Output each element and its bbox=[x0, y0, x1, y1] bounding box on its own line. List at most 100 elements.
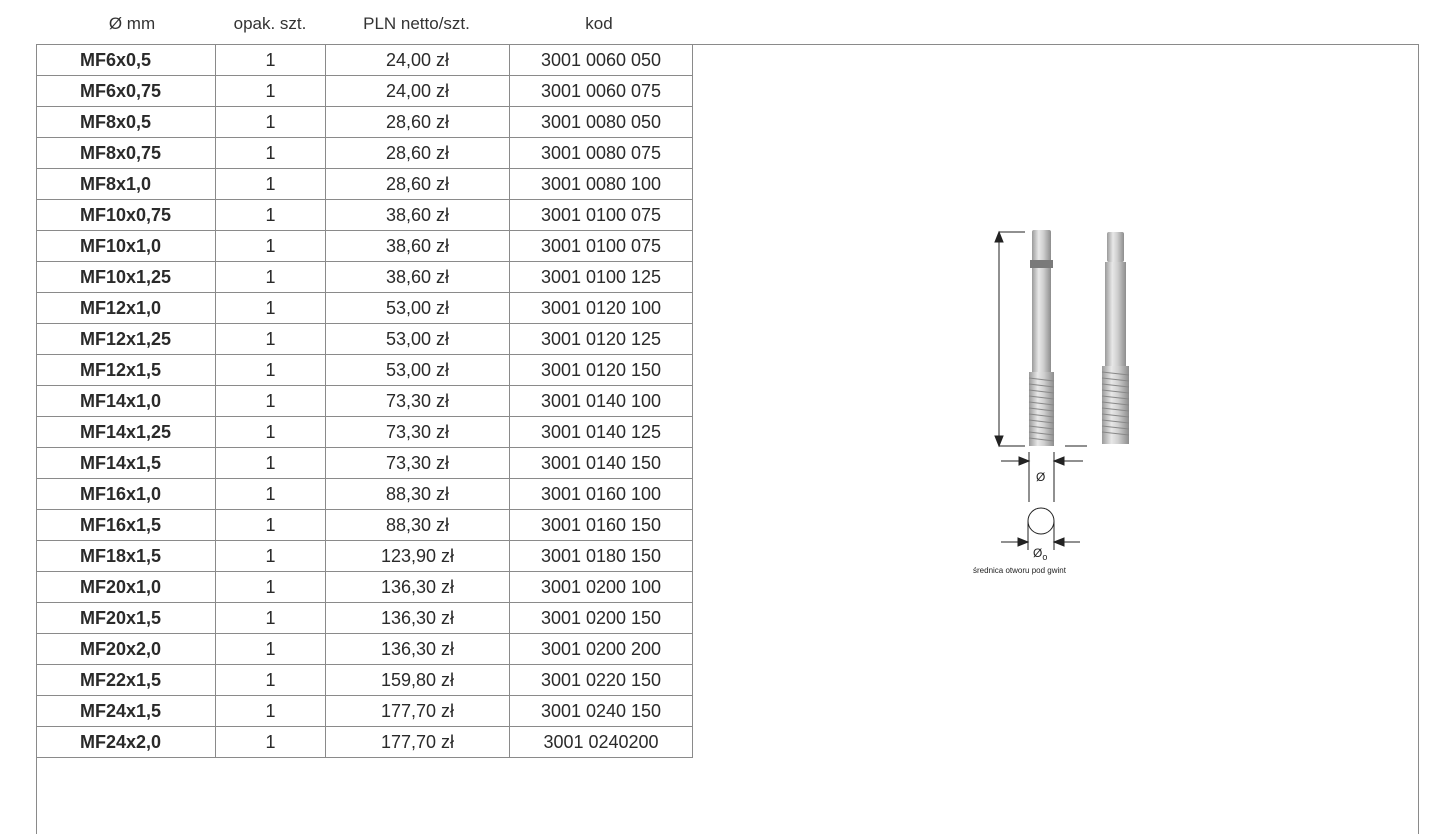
table-row: MF12x1,0 1 53,00 zł 3001 0120 100 bbox=[36, 292, 693, 324]
tap-image-1 bbox=[1028, 230, 1055, 446]
pack-cell: 1 bbox=[215, 106, 326, 138]
price-cell: 177,70 zł bbox=[325, 695, 510, 727]
price-cell: 38,60 zł bbox=[325, 199, 510, 231]
code-cell: 3001 0100 125 bbox=[509, 261, 693, 293]
price-cell: 136,30 zł bbox=[325, 571, 510, 603]
size-cell: MF20x1,0 bbox=[36, 571, 216, 603]
table-row: MF20x2,0 1 136,30 zł 3001 0200 200 bbox=[36, 633, 693, 665]
code-cell: 3001 0160 100 bbox=[509, 478, 693, 510]
size-cell: MF6x0,75 bbox=[36, 75, 216, 107]
code-cell: 3001 0100 075 bbox=[509, 199, 693, 231]
code-cell: 3001 0060 050 bbox=[509, 44, 693, 76]
price-cell: 28,60 zł bbox=[325, 106, 510, 138]
pack-cell: 1 bbox=[215, 385, 326, 417]
hole-label: Øo bbox=[1033, 546, 1047, 562]
price-cell: 73,30 zł bbox=[325, 447, 510, 479]
table-row: MF8x0,5 1 28,60 zł 3001 0080 050 bbox=[36, 106, 693, 138]
table-row: MF12x1,25 1 53,00 zł 3001 0120 125 bbox=[36, 323, 693, 355]
table-row: MF20x1,5 1 136,30 zł 3001 0200 150 bbox=[36, 602, 693, 634]
table-row: MF8x0,75 1 28,60 zł 3001 0080 075 bbox=[36, 137, 693, 169]
header-pack: opak. szt. bbox=[233, 14, 307, 33]
pack-cell: 1 bbox=[215, 540, 326, 572]
pack-cell: 1 bbox=[215, 602, 326, 634]
size-cell: MF6x0,5 bbox=[36, 44, 216, 76]
size-cell: MF12x1,25 bbox=[36, 323, 216, 355]
price-cell: 88,30 zł bbox=[325, 478, 510, 510]
table-row: MF24x2,0 1 177,70 zł 3001 0240200 bbox=[36, 726, 693, 758]
size-cell: MF12x1,5 bbox=[36, 354, 216, 386]
pack-cell: 1 bbox=[215, 199, 326, 231]
diameter-label: Ø bbox=[1036, 470, 1045, 484]
pack-cell: 1 bbox=[215, 75, 326, 107]
figure-caption: średnica otworu pod gwint bbox=[973, 566, 1066, 575]
code-cell: 3001 0080 050 bbox=[509, 106, 693, 138]
size-cell: MF10x0,75 bbox=[36, 199, 216, 231]
pack-cell: 1 bbox=[215, 416, 326, 448]
code-cell: 3001 0140 150 bbox=[509, 447, 693, 479]
pack-cell: 1 bbox=[215, 323, 326, 355]
size-cell: MF8x0,5 bbox=[36, 106, 216, 138]
pack-cell: 1 bbox=[215, 44, 326, 76]
price-cell: 177,70 zł bbox=[325, 726, 510, 758]
code-cell: 3001 0200 200 bbox=[509, 633, 693, 665]
price-cell: 24,00 zł bbox=[325, 44, 510, 76]
header-diameter: Ø mm bbox=[108, 14, 156, 33]
size-cell: MF24x1,5 bbox=[36, 695, 216, 727]
code-cell: 3001 0120 150 bbox=[509, 354, 693, 386]
pack-cell: 1 bbox=[215, 230, 326, 262]
table-row: MF14x1,5 1 73,30 zł 3001 0140 150 bbox=[36, 447, 693, 479]
pack-cell: 1 bbox=[215, 478, 326, 510]
diameter-dimension bbox=[1001, 452, 1083, 502]
code-cell: 3001 0240200 bbox=[509, 726, 693, 758]
table-row: MF10x1,25 1 38,60 zł 3001 0100 125 bbox=[36, 261, 693, 293]
table-row: MF12x1,5 1 53,00 zł 3001 0120 150 bbox=[36, 354, 693, 386]
pack-cell: 1 bbox=[215, 354, 326, 386]
code-cell: 3001 0140 125 bbox=[509, 416, 693, 448]
header-code: kod bbox=[585, 14, 613, 33]
price-cell: 136,30 zł bbox=[325, 633, 510, 665]
code-cell: 3001 0080 075 bbox=[509, 137, 693, 169]
pack-cell: 1 bbox=[215, 695, 326, 727]
size-cell: MF22x1,5 bbox=[36, 664, 216, 696]
code-cell: 3001 0080 100 bbox=[509, 168, 693, 200]
hole-dimension bbox=[1001, 507, 1080, 550]
table-row: MF20x1,0 1 136,30 zł 3001 0200 100 bbox=[36, 571, 693, 603]
price-cell: 53,00 zł bbox=[325, 323, 510, 355]
price-cell: 53,00 zł bbox=[325, 292, 510, 324]
price-cell: 38,60 zł bbox=[325, 230, 510, 262]
code-cell: 3001 0060 075 bbox=[509, 75, 693, 107]
pack-cell: 1 bbox=[215, 726, 326, 758]
pack-cell: 1 bbox=[215, 261, 326, 293]
size-cell: MF14x1,0 bbox=[36, 385, 216, 417]
size-cell: MF18x1,5 bbox=[36, 540, 216, 572]
tap-image-2 bbox=[1101, 232, 1130, 444]
size-cell: MF20x1,5 bbox=[36, 602, 216, 634]
table-row: MF10x0,75 1 38,60 zł 3001 0100 075 bbox=[36, 199, 693, 231]
code-cell: 3001 0100 075 bbox=[509, 230, 693, 262]
price-cell: 53,00 zł bbox=[325, 354, 510, 386]
tap-drawing: Ø Øo bbox=[994, 230, 1130, 562]
size-cell: MF14x1,25 bbox=[36, 416, 216, 448]
price-cell: 159,80 zł bbox=[325, 664, 510, 696]
length-dimension bbox=[994, 230, 1087, 448]
table-row: MF16x1,5 1 88,30 zł 3001 0160 150 bbox=[36, 509, 693, 541]
price-cell: 136,30 zł bbox=[325, 602, 510, 634]
code-cell: 3001 0180 150 bbox=[509, 540, 693, 572]
table-row: MF16x1,0 1 88,30 zł 3001 0160 100 bbox=[36, 478, 693, 510]
price-table: MF6x0,5 1 24,00 zł 3001 0060 050 MF6x0,75 1 24… bbox=[36, 44, 693, 758]
table-row: MF22x1,5 1 159,80 zł 3001 0220 150 bbox=[36, 664, 693, 696]
table-row: MF8x1,0 1 28,60 zł 3001 0080 100 bbox=[36, 168, 693, 200]
pack-cell: 1 bbox=[215, 292, 326, 324]
table-row: MF18x1,5 1 123,90 zł 3001 0180 150 bbox=[36, 540, 693, 572]
price-cell: 73,30 zł bbox=[325, 385, 510, 417]
price-cell: 24,00 zł bbox=[325, 75, 510, 107]
code-cell: 3001 0120 100 bbox=[509, 292, 693, 324]
pack-cell: 1 bbox=[215, 664, 326, 696]
pack-cell: 1 bbox=[215, 137, 326, 169]
size-cell: MF10x1,25 bbox=[36, 261, 216, 293]
table-row: MF14x1,25 1 73,30 zł 3001 0140 125 bbox=[36, 416, 693, 448]
table-row: MF6x0,5 1 24,00 zł 3001 0060 050 bbox=[36, 44, 693, 76]
pack-cell: 1 bbox=[215, 571, 326, 603]
size-cell: MF16x1,5 bbox=[36, 509, 216, 541]
table-row: MF14x1,0 1 73,30 zł 3001 0140 100 bbox=[36, 385, 693, 417]
